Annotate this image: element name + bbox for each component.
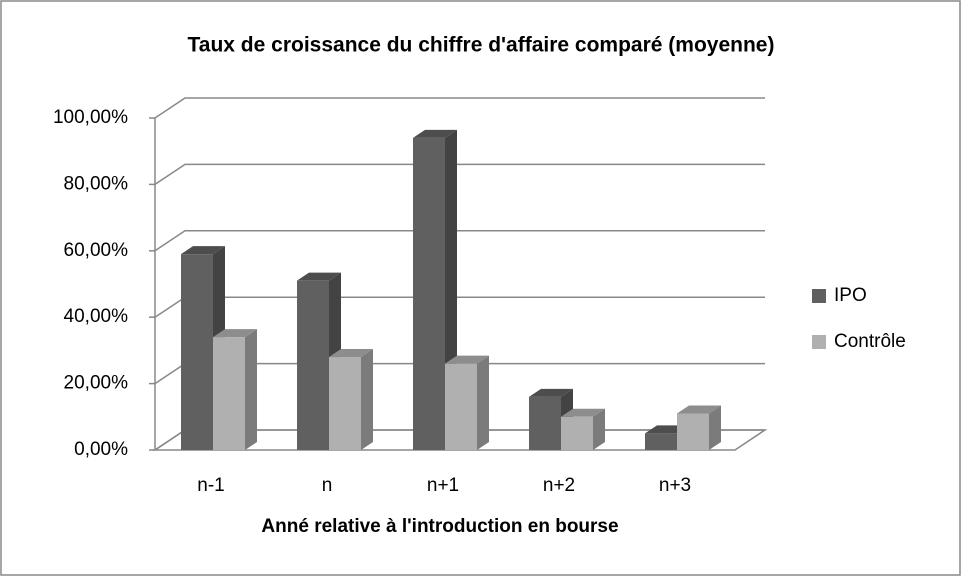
x-tick-label: n+1	[427, 475, 459, 496]
bar	[445, 363, 477, 450]
x-tick-label: n	[322, 475, 333, 496]
bar-top	[329, 349, 373, 358]
bar-top	[413, 129, 457, 138]
x-tick-label: n+2	[543, 475, 575, 496]
y-tick-label: 80,00%	[64, 173, 129, 194]
bar-top	[561, 408, 605, 417]
bar-top	[445, 355, 489, 364]
bar-top	[181, 246, 225, 255]
bar	[297, 280, 329, 450]
bar-side	[361, 349, 373, 450]
bar-side	[245, 329, 257, 450]
x-tick-label: n+3	[659, 475, 691, 496]
grid-line	[154, 97, 765, 119]
legend-swatch	[812, 335, 826, 349]
grid-line	[154, 163, 765, 186]
bar-side	[709, 405, 721, 450]
bar-top	[213, 329, 257, 338]
legend-swatch	[812, 289, 826, 303]
bar	[413, 137, 445, 451]
bar	[213, 337, 245, 450]
x-axis-title: Anné relative à l'introduction en bourse	[261, 516, 618, 537]
bar-top	[529, 388, 573, 397]
y-tick-label: 60,00%	[64, 240, 129, 261]
bar-top	[297, 272, 341, 281]
grid-line	[154, 230, 765, 252]
legend-label: Contrôle	[834, 331, 906, 352]
bar-side	[477, 355, 489, 450]
bar-top	[677, 405, 721, 414]
bar	[645, 433, 677, 450]
bar	[181, 254, 213, 450]
legend-label: IPO	[834, 285, 867, 306]
y-tick-label: 100,00%	[53, 107, 128, 128]
bar-side	[593, 408, 605, 450]
y-tick-label: 0,00%	[74, 439, 128, 460]
bar	[677, 413, 709, 450]
y-tick-label: 20,00%	[64, 373, 129, 394]
x-tick-label: n-1	[197, 475, 224, 496]
bar	[529, 396, 561, 450]
chart-title: Taux de croissance du chiffre d'affaire …	[188, 34, 775, 57]
y-tick-label: 40,00%	[64, 306, 129, 327]
bar	[561, 416, 593, 450]
bar	[329, 357, 361, 450]
